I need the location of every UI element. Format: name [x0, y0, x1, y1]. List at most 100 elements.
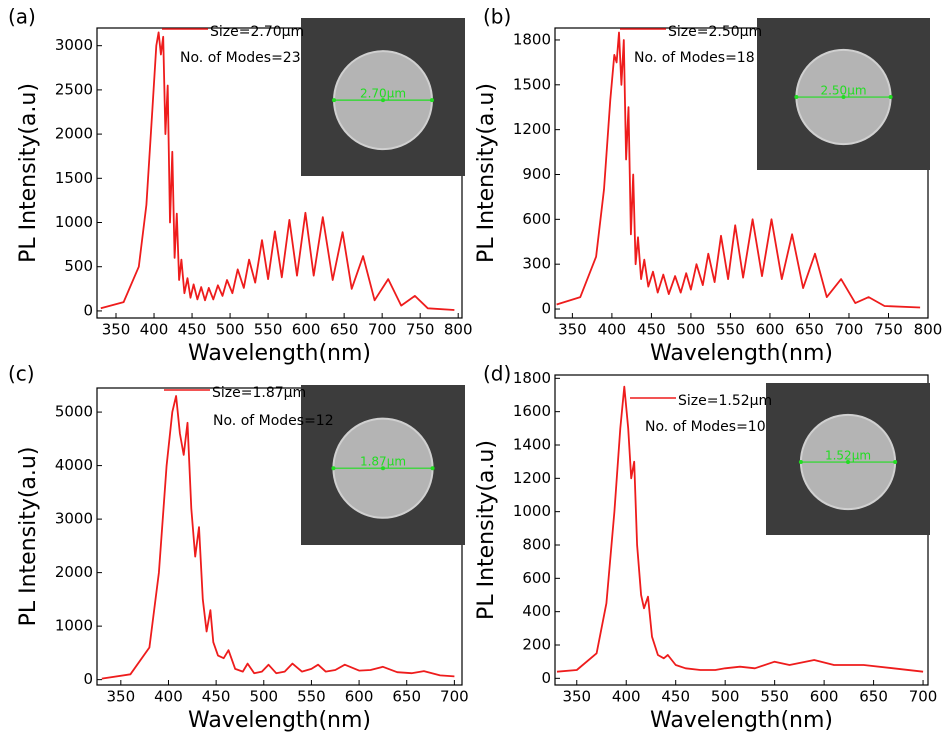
x-tick-label: 750 — [406, 321, 435, 339]
y-tick-label: 600 — [522, 210, 551, 228]
panel-label: (d) — [483, 362, 511, 386]
x-tick-label: 350 — [102, 321, 131, 339]
y-axis-title: PL Intensity(a.u) — [16, 447, 41, 627]
x-axis-title: Wavelength(nm) — [650, 708, 833, 733]
scale-dot — [798, 460, 803, 465]
y-tick-label: 4000 — [55, 456, 93, 474]
x-tick-label: 700 — [835, 321, 864, 339]
scale-dot — [846, 460, 850, 465]
x-tick-label: 550 — [716, 321, 745, 339]
x-tick-label: 650 — [330, 321, 359, 339]
scale-dot — [430, 466, 435, 471]
x-tick-label: 600 — [756, 321, 785, 339]
scale-dot — [332, 98, 337, 103]
y-tick-label: 1400 — [513, 436, 551, 454]
y-tick-label: 1800 — [513, 30, 551, 48]
x-tick-label: 350 — [558, 321, 587, 339]
y-axis-title: PL Intensity(a.u) — [16, 83, 41, 263]
x-tick-label: 400 — [154, 688, 183, 706]
x-tick-label: 400 — [598, 321, 627, 339]
modes-annotation: No. of Modes=18 — [634, 50, 755, 66]
scale-dot — [429, 98, 434, 103]
scale-dot — [331, 466, 336, 471]
x-tick-label: 650 — [392, 688, 421, 706]
x-tick-label: 700 — [368, 321, 397, 339]
panel: 350 400 450 500 550 600 650 700 0 1000 2000 3000 400… — [8, 362, 469, 734]
y-tick-label: 1000 — [55, 213, 93, 231]
x-tick-label: 450 — [637, 321, 666, 339]
x-tick-label: 600 — [345, 688, 374, 706]
x-axis-title: Wavelength(nm) — [188, 341, 371, 366]
panel-label: (b) — [483, 5, 511, 29]
x-tick-label: 700 — [909, 688, 938, 706]
y-tick-label: 3000 — [55, 510, 93, 528]
modes-annotation: No. of Modes=23 — [180, 50, 301, 66]
inset-label: 2.50μm — [820, 84, 866, 98]
x-tick-label: 450 — [661, 688, 690, 706]
inset-label: 1.52μm — [825, 449, 871, 463]
y-axis-title: PL Intensity(a.u) — [474, 83, 499, 263]
y-tick-label: 5000 — [55, 403, 93, 421]
y-tick-label: 0 — [83, 670, 93, 688]
inset-label: 1.87μm — [360, 455, 406, 469]
size-annotation: Size=2.50μm — [668, 24, 762, 40]
y-tick-label: 1000 — [513, 502, 551, 520]
x-axis-title: Wavelength(nm) — [650, 341, 833, 366]
x-tick-label: 600 — [292, 321, 321, 339]
panel-label: (c) — [8, 362, 35, 386]
panel: 350 400 450 500 550 600 650 700 0 200 400 600 800 100… — [474, 362, 937, 734]
x-tick-label: 550 — [297, 688, 326, 706]
y-tick-label: 800 — [522, 536, 551, 554]
y-tick-label: 1500 — [513, 75, 551, 93]
panel: 350 400 450 500 550 600 650 700 750 800 0 300 600 900… — [474, 5, 942, 367]
x-tick-label: 550 — [760, 688, 789, 706]
modes-annotation: No. of Modes=12 — [213, 413, 334, 429]
scale-dot — [381, 98, 385, 103]
x-axis-title: Wavelength(nm) — [188, 708, 371, 733]
y-axis-title: PL Intensity(a.u) — [474, 440, 499, 620]
y-tick-label: 1200 — [513, 120, 551, 138]
modes-annotation: No. of Modes=10 — [645, 419, 766, 435]
x-tick-label: 400 — [140, 321, 169, 339]
y-tick-label: 2000 — [55, 563, 93, 581]
x-tick-label: 700 — [440, 688, 469, 706]
x-tick-label: 550 — [254, 321, 283, 339]
y-tick-label: 900 — [522, 165, 551, 183]
spectrum-line — [101, 395, 455, 680]
y-tick-label: 0 — [541, 669, 551, 687]
x-tick-label: 500 — [677, 321, 706, 339]
x-tick-label: 600 — [810, 688, 839, 706]
y-tick-label: 1600 — [513, 402, 551, 420]
inset-label: 2.70μm — [360, 87, 406, 101]
plot-frame — [554, 27, 929, 319]
x-tick-label: 450 — [202, 688, 231, 706]
size-annotation: Size=2.70μm — [210, 24, 304, 40]
x-tick-label: 500 — [249, 688, 278, 706]
y-tick-label: 1800 — [513, 369, 551, 387]
y-tick-label: 300 — [522, 255, 551, 273]
x-tick-label: 500 — [711, 688, 740, 706]
size-annotation: Size=1.87μm — [212, 385, 306, 401]
x-tick-label: 450 — [178, 321, 207, 339]
y-tick-label: 500 — [64, 257, 93, 275]
x-tick-label: 650 — [795, 321, 824, 339]
y-tick-label: 400 — [522, 602, 551, 620]
scale-dot — [888, 95, 893, 100]
spectrum-line — [556, 385, 924, 673]
y-tick-label: 1000 — [55, 617, 93, 635]
panel: 350 400 450 500 550 600 650 700 750 800 0 500 1000 15… — [8, 5, 473, 367]
y-tick-label: 3000 — [55, 36, 93, 54]
x-tick-label: 350 — [562, 688, 591, 706]
scale-dot — [381, 466, 385, 471]
x-tick-label: 650 — [859, 688, 888, 706]
y-tick-label: 1200 — [513, 469, 551, 487]
x-tick-label: 500 — [216, 321, 245, 339]
scale-dot — [893, 460, 898, 465]
y-tick-label: 600 — [522, 569, 551, 587]
y-tick-label: 2000 — [55, 125, 93, 143]
scale-dot — [841, 95, 846, 100]
panel-label: (a) — [8, 5, 36, 29]
y-tick-label: 1500 — [55, 169, 93, 187]
x-tick-label: 800 — [914, 321, 942, 339]
spectrum-line — [556, 31, 921, 309]
